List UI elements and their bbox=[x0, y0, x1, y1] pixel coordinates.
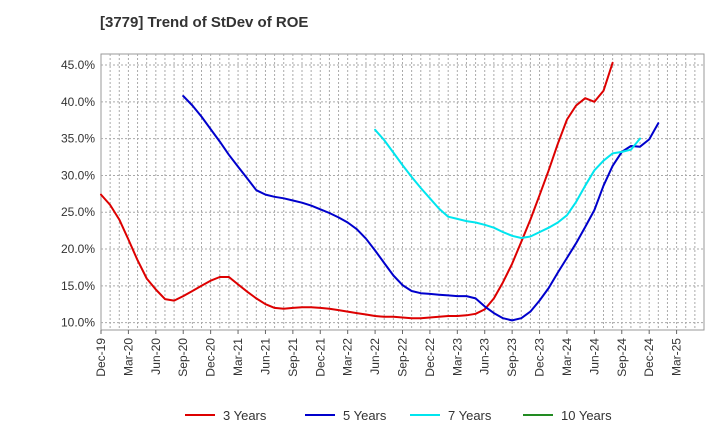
y-tick-label: 20.0% bbox=[61, 242, 95, 256]
x-tick-label: Mar-22 bbox=[341, 338, 355, 376]
y-tick-label: 40.0% bbox=[61, 95, 95, 109]
x-tick-label: Dec-24 bbox=[642, 338, 656, 377]
legend-label: 5 Years bbox=[343, 408, 387, 423]
legend: 3 Years 5 Years 7 Years 10 Years bbox=[185, 408, 612, 423]
x-tick-label: Dec-20 bbox=[204, 338, 218, 377]
x-tick-label: Jun-22 bbox=[368, 338, 382, 375]
x-tick-label: Mar-20 bbox=[121, 338, 135, 376]
x-tick-label: Sep-23 bbox=[505, 338, 519, 377]
grid-lines bbox=[101, 54, 704, 330]
x-tick-label: Sep-20 bbox=[176, 338, 190, 377]
series-line-3-years bbox=[100, 61, 614, 320]
series-line-7-years bbox=[374, 128, 641, 239]
x-tick-label: Jun-24 bbox=[587, 338, 601, 375]
x-tick-label: Dec-22 bbox=[423, 338, 437, 377]
series-line-5-years bbox=[182, 95, 660, 322]
x-tick-label: Sep-21 bbox=[286, 338, 300, 377]
x-tick-label: Sep-22 bbox=[396, 338, 410, 377]
x-tick-label: Mar-23 bbox=[450, 338, 464, 376]
y-tick-label: 45.0% bbox=[61, 58, 95, 72]
x-tick-label: Mar-25 bbox=[670, 338, 684, 376]
x-tick-label: Jun-23 bbox=[478, 338, 492, 375]
x-tick-label: Dec-19 bbox=[94, 338, 108, 377]
x-tick-label: Jun-21 bbox=[258, 338, 272, 375]
x-axis-ticks: Dec-19 Mar-20 Jun-20 Sep-20 Dec-20 Mar-21 Jun-… bbox=[94, 330, 684, 377]
x-tick-label: Mar-24 bbox=[560, 338, 574, 376]
x-tick-label: Mar-21 bbox=[231, 338, 245, 376]
y-tick-label: 25.0% bbox=[61, 205, 95, 219]
legend-label: 10 Years bbox=[561, 408, 612, 423]
y-tick-label: 10.0% bbox=[61, 316, 95, 330]
y-tick-label: 15.0% bbox=[61, 279, 95, 293]
y-tick-label: 30.0% bbox=[61, 168, 95, 182]
legend-label: 3 Years bbox=[223, 408, 267, 423]
chart-title: [3779] Trend of StDev of ROE bbox=[100, 14, 309, 31]
legend-label: 7 Years bbox=[448, 408, 492, 423]
y-axis-ticks: 10.0% 15.0% 20.0% 25.0% 30.0% 35.0% 40.0% 45.0% bbox=[61, 58, 95, 330]
y-tick-label: 35.0% bbox=[61, 132, 95, 146]
x-tick-label: Sep-24 bbox=[615, 338, 629, 377]
x-tick-label: Dec-23 bbox=[533, 338, 547, 377]
series-lines bbox=[100, 61, 660, 322]
x-tick-label: Dec-21 bbox=[313, 338, 327, 377]
x-tick-label: Jun-20 bbox=[149, 338, 163, 375]
